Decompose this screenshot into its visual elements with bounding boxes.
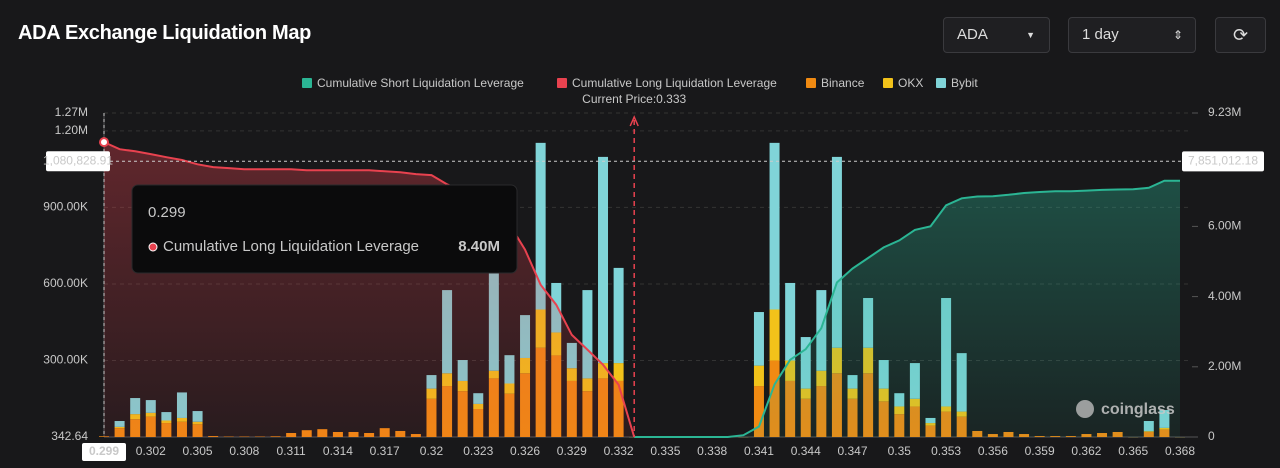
x-tick-label: 0.341 <box>744 444 774 458</box>
watermark-icon <box>1076 400 1094 418</box>
legend-label: Cumulative Short Liquidation Leverage <box>317 76 524 90</box>
x-tick-label: 0.359 <box>1025 444 1055 458</box>
x-tick-label: 0.335 <box>650 444 680 458</box>
interval-value: 1 day <box>1082 26 1119 43</box>
y-tick-label: 900.00K <box>43 200 88 214</box>
y2-tick-label: 2.00M <box>1208 359 1241 373</box>
y-tick-label: 342.64 <box>51 429 88 443</box>
x-tick-label: 0.35 <box>888 444 912 458</box>
bar <box>598 156 609 364</box>
crosshair-y-label: 1,080,828.91 <box>43 153 113 167</box>
bar <box>785 282 796 361</box>
x-tick-label: 0.299 <box>89 444 119 458</box>
legend-label: Bybit <box>951 76 978 90</box>
watermark: coinglass <box>1101 401 1175 418</box>
line <box>103 141 636 438</box>
y2-tick-label: 4.00M <box>1208 289 1241 303</box>
current-price-arrow <box>629 115 639 127</box>
legend-label: OKX <box>898 76 923 90</box>
x-tick-label: 0.314 <box>323 444 353 458</box>
bar <box>582 290 593 379</box>
tooltip-category: 0.299 <box>148 204 186 221</box>
bar <box>535 142 546 310</box>
tooltip-dot <box>148 242 158 252</box>
current-price-label: Current Price:0.333 <box>582 92 686 106</box>
bar <box>753 312 764 366</box>
tooltip-box <box>131 184 518 274</box>
x-tick-label: 0.311 <box>277 444 306 458</box>
legend-swatch <box>883 78 893 88</box>
line <box>634 179 1180 438</box>
hover-point <box>99 137 109 148</box>
x-tick-label: 0.308 <box>229 444 259 458</box>
x-tick-label: 0.326 <box>510 444 540 458</box>
y2-tick-label: 6.00M <box>1208 219 1241 233</box>
bar <box>831 156 842 348</box>
legend-label: Cumulative Long Liquidation Leverage <box>572 76 777 90</box>
crosshair-y2-box <box>1182 151 1264 172</box>
x-tick-label: 0.368 <box>1165 444 1195 458</box>
x-tick-label: 0.302 <box>136 444 166 458</box>
x-tick-label: 0.356 <box>978 444 1008 458</box>
page-title: ADA Exchange Liquidation Map <box>18 22 312 44</box>
x-tick-label: 0.329 <box>557 444 587 458</box>
legend-swatch <box>806 78 816 88</box>
x-tick-label: 0.362 <box>1071 444 1101 458</box>
x-tick-label: 0.353 <box>931 444 961 458</box>
tooltip-value: 8.40M <box>458 238 500 255</box>
legend-swatch <box>936 78 946 88</box>
tooltip: 0.299 Cumulative Long Liquidation Leverag… <box>131 184 518 274</box>
bar <box>613 363 624 381</box>
y2-tick-label: 0 <box>1208 429 1215 443</box>
x-tick-label: 0.305 <box>183 444 213 458</box>
legend-swatch <box>557 78 567 88</box>
crosshair-y-box <box>46 151 110 172</box>
x-tick-label: 0.317 <box>370 444 400 458</box>
y-tick-label: 1.20M <box>55 123 88 137</box>
crosshair-y2-label: 7,851,012.18 <box>1188 154 1258 168</box>
bar <box>753 365 764 387</box>
refresh-button[interactable]: ⟳ <box>1215 17 1266 53</box>
x-tick-label: 0.323 <box>463 444 493 458</box>
x-tick-label: 0.332 <box>604 444 634 458</box>
caret: ▼ <box>1026 30 1035 40</box>
y-tick-label: 1.27M <box>55 105 88 119</box>
caret: ⇕ <box>1172 28 1183 42</box>
bar <box>753 386 764 437</box>
bar <box>769 309 780 361</box>
bar <box>769 142 780 310</box>
symbol-value: ADA <box>957 26 988 43</box>
x-tick-label: 0.347 <box>838 444 868 458</box>
y2-tick-label: 9.23M <box>1208 105 1241 119</box>
tooltip-series: Cumulative Long Liquidation Leverage <box>163 238 419 255</box>
crosshair-x-box <box>82 443 126 461</box>
interval-select[interactable]: 1 day ⇕ <box>1068 17 1196 53</box>
y-tick-label: 600.00K <box>43 276 88 290</box>
bar <box>613 267 624 364</box>
line-area <box>634 180 1180 437</box>
y-tick-label: 300.00K <box>43 353 88 367</box>
x-tick-label: 0.338 <box>697 444 727 458</box>
x-tick-label: 0.365 <box>1118 444 1148 458</box>
legend-swatch <box>302 78 312 88</box>
legend-label: Binance <box>821 76 865 90</box>
x-tick-label: 0.344 <box>791 444 821 458</box>
symbol-select[interactable]: ADA ▼ <box>943 17 1050 53</box>
x-tick-label: 0.32 <box>420 444 444 458</box>
